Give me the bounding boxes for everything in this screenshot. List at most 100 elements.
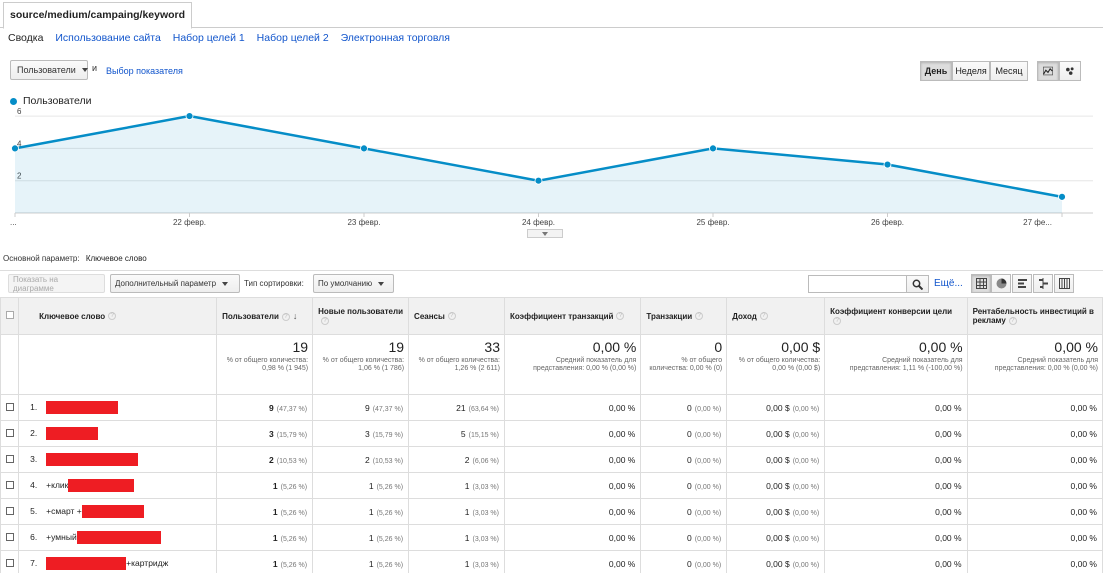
tx-rate-value: 0,00 % xyxy=(608,454,636,465)
select-metric-link[interactable]: Выбор показателя xyxy=(106,66,183,76)
help-icon[interactable]: ? xyxy=(833,316,842,325)
help-icon[interactable]: ? xyxy=(321,316,330,325)
header-keyword[interactable]: Ключевое слово? xyxy=(18,297,218,335)
keyword-link[interactable]: +умный xyxy=(46,531,77,542)
totals-roi: 0,00 % Средний показатель для представлен… xyxy=(966,334,1103,395)
header-users[interactable]: Пользователи? ↓ xyxy=(216,297,314,335)
data-point xyxy=(534,176,543,185)
row-checkbox[interactable] xyxy=(6,428,14,437)
keyword-cell[interactable]: 4. +клик xyxy=(18,472,218,499)
row-select-cell[interactable] xyxy=(0,524,20,551)
help-icon[interactable]: ? xyxy=(281,312,290,321)
keyword-link[interactable]: +картридж xyxy=(126,557,169,568)
sessions-value: 1 xyxy=(464,506,470,517)
metric-dropdown-value: Пользователи xyxy=(17,65,76,75)
row-checkbox[interactable] xyxy=(6,480,14,489)
totals-users-sub: % от общего количества: 0,98 % (1 945) xyxy=(226,357,309,372)
keyword-cell[interactable]: 5. +смарт + xyxy=(18,498,218,525)
new-users-pct: (5,26 %) xyxy=(376,561,404,569)
header-revenue[interactable]: Доход? xyxy=(726,297,826,335)
row-checkbox[interactable] xyxy=(6,454,14,463)
period-week-button[interactable]: Неделя xyxy=(952,61,990,81)
header-tx-rate-label: Коэффициент транзакций xyxy=(510,311,614,321)
header-goal-conv[interactable]: Коэффициент конверсии цели? xyxy=(824,297,968,335)
header-roi[interactable]: Рентабельность инвестиций в рекламу? xyxy=(966,297,1103,335)
header-goal-conv-label: Коэффициент конверсии цели xyxy=(830,307,953,316)
goal-conv-value: 0,00 % xyxy=(935,428,962,439)
select-all-checkbox[interactable] xyxy=(6,311,14,319)
advanced-filter-link[interactable]: Ещё... xyxy=(934,278,963,289)
metric-dropdown[interactable]: Пользователи xyxy=(10,60,88,80)
totals-sessions: 33 % от общего количества: 1,26 % (2 611) xyxy=(408,334,505,395)
users-cell: 1 (5,26 %) xyxy=(216,524,314,551)
help-icon[interactable]: ? xyxy=(759,312,768,321)
header-roi-label: Рентабельность инвестиций в рекламу xyxy=(972,307,1094,325)
row-checkbox[interactable] xyxy=(6,506,14,515)
table-search-input[interactable] xyxy=(808,275,908,293)
users-value: 3 xyxy=(269,428,274,439)
header-transactions-label: Транзакции xyxy=(646,311,693,321)
keyword-cell[interactable]: 1. xyxy=(18,394,218,421)
keyword-cell[interactable]: 7. +картридж xyxy=(18,550,218,573)
view-pivot-button[interactable] xyxy=(1054,274,1074,293)
redacted-text xyxy=(46,557,127,570)
keyword-link[interactable]: +клик xyxy=(46,479,69,490)
view-comparison-button[interactable] xyxy=(1033,274,1053,293)
header-new-users[interactable]: Новые пользователи? xyxy=(312,297,410,335)
report-tab-active[interactable]: source/medium/campaing/keyword xyxy=(3,2,193,29)
row-select-cell[interactable] xyxy=(0,550,20,573)
revenue-pct: (0,00 %) xyxy=(792,457,820,465)
help-icon[interactable]: ? xyxy=(695,312,704,321)
search-button[interactable] xyxy=(906,275,929,293)
data-point xyxy=(360,144,368,153)
view-table-button[interactable] xyxy=(971,274,991,293)
row-checkbox[interactable] xyxy=(6,558,14,567)
keyword-cell[interactable]: 6. +умный xyxy=(18,524,218,551)
sessions-value: 5 xyxy=(460,428,466,439)
chart-collapse-toggle[interactable] xyxy=(527,229,563,238)
row-select-cell[interactable] xyxy=(0,420,20,447)
chart-legend: Пользователи xyxy=(10,95,92,107)
select-all-cell[interactable] xyxy=(0,297,20,335)
revenue-pct: (0,00 %) xyxy=(792,509,820,517)
motion-chart-button[interactable] xyxy=(1059,61,1081,81)
subnav-site-usage[interactable]: Использование сайта xyxy=(55,32,161,44)
line-chart-button[interactable] xyxy=(1037,61,1059,81)
keyword-link[interactable]: +смарт + xyxy=(46,505,82,516)
sort-type-dropdown[interactable]: По умолчанию xyxy=(313,274,394,293)
help-icon[interactable]: ? xyxy=(616,312,625,321)
sessions-pct: (3,03 %) xyxy=(472,509,499,517)
subnav-summary[interactable]: Сводка xyxy=(8,32,44,44)
header-tx-rate[interactable]: Коэффициент транзакций? xyxy=(503,297,642,335)
row-select-cell[interactable] xyxy=(0,446,20,473)
period-month-button[interactable]: Месяц xyxy=(990,61,1028,81)
row-index: 2. xyxy=(30,427,38,438)
row-checkbox[interactable] xyxy=(6,532,14,541)
keyword-cell[interactable]: 3. xyxy=(18,446,218,473)
help-icon[interactable]: ? xyxy=(1008,316,1017,325)
view-pie-button[interactable] xyxy=(991,274,1011,293)
plot-rows-button[interactable]: Показать на диаграмме xyxy=(8,274,105,293)
header-transactions[interactable]: Транзакции? xyxy=(640,297,728,335)
row-select-cell[interactable] xyxy=(0,498,20,525)
data-point xyxy=(11,144,19,153)
keyword-cell[interactable]: 2. xyxy=(18,420,218,447)
primary-dimension-value[interactable]: Ключевое слово xyxy=(85,254,147,263)
row-checkbox[interactable] xyxy=(6,402,14,411)
chevron-down-icon xyxy=(378,281,385,286)
row-select-cell[interactable] xyxy=(0,394,20,421)
subnav-goal-set-2[interactable]: Набор целей 2 xyxy=(256,32,329,44)
header-sessions[interactable]: Сеансы? xyxy=(408,297,505,335)
subnav-goal-set-1[interactable]: Набор целей 1 xyxy=(172,32,245,44)
view-performance-button[interactable] xyxy=(1012,274,1032,293)
line-chart-icon xyxy=(1043,66,1053,76)
goal-conv-cell: 0,00 % xyxy=(824,498,968,525)
row-select-cell[interactable] xyxy=(0,472,20,499)
period-day-button[interactable]: День xyxy=(920,61,952,81)
sessions-pct: (15,15 %) xyxy=(468,431,499,439)
transactions-value: 0 xyxy=(687,402,692,413)
help-icon[interactable]: ? xyxy=(447,312,456,321)
secondary-dimension-dropdown[interactable]: Дополнительный параметр xyxy=(110,274,240,293)
subnav-ecommerce[interactable]: Электронная торговля xyxy=(340,32,450,44)
help-icon[interactable]: ? xyxy=(108,312,117,321)
